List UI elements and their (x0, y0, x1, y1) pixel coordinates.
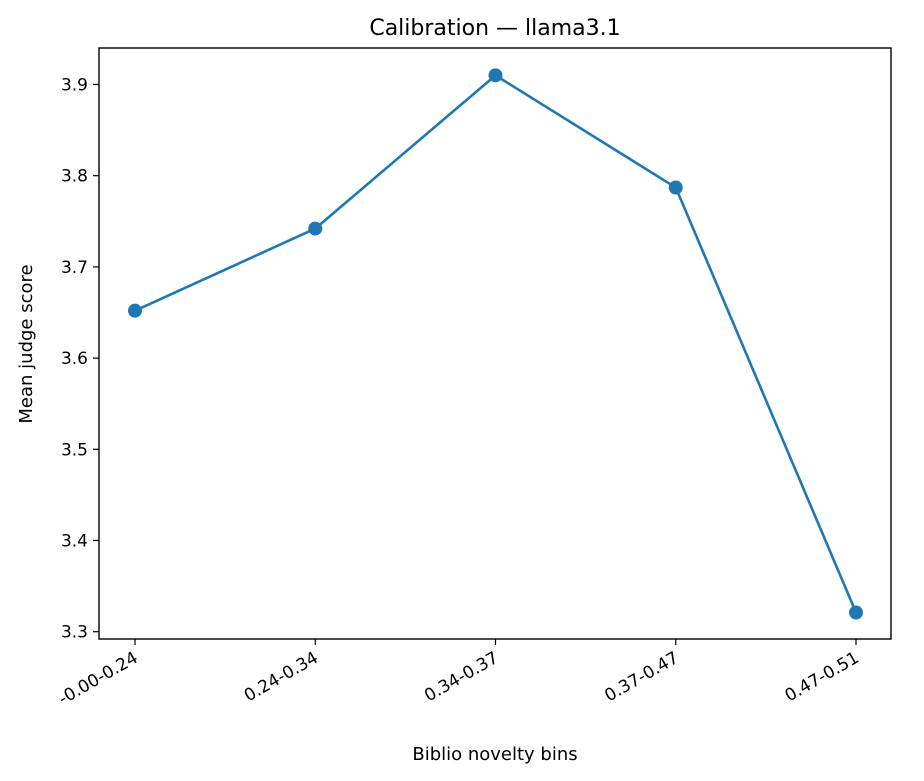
x-tick-label: -0.00-0.24 (55, 648, 141, 709)
x-tick-label: 0.47-0.51 (782, 648, 863, 706)
data-point (668, 180, 683, 195)
y-axis-label: Mean judge score (16, 264, 37, 423)
y-tick-label: 3.9 (61, 75, 88, 95)
data-point (308, 221, 323, 236)
x-tick-label: 0.24-0.34 (241, 648, 322, 706)
y-tick-label: 3.4 (61, 532, 88, 552)
x-axis-label: Biblio novelty bins (412, 744, 577, 765)
data-point (128, 303, 142, 318)
y-tick-label: 3.3 (61, 623, 88, 643)
x-axis: -0.00-0.24 0.24-0.34 0.34-0.37 0.37-0.47 0.4… (55, 639, 863, 709)
y-tick-label: 3.6 (61, 349, 88, 369)
data-point (849, 605, 863, 620)
x-tick-label: 0.34-0.37 (421, 648, 502, 706)
data-point (488, 68, 503, 83)
y-tick-label: 3.5 (61, 440, 88, 460)
y-tick-label: 3.8 (61, 167, 88, 187)
y-axis: 3.3 3.4 3.5 3.6 3.7 3.8 3.9 (61, 75, 99, 643)
y-tick-label: 3.7 (61, 258, 88, 278)
x-tick-label: 0.37-0.47 (601, 648, 682, 706)
data-series (128, 68, 863, 620)
series-line (134, 74, 858, 614)
plot-frame (98, 47, 892, 640)
chart-title: Calibration — llama3.1 (369, 16, 620, 41)
